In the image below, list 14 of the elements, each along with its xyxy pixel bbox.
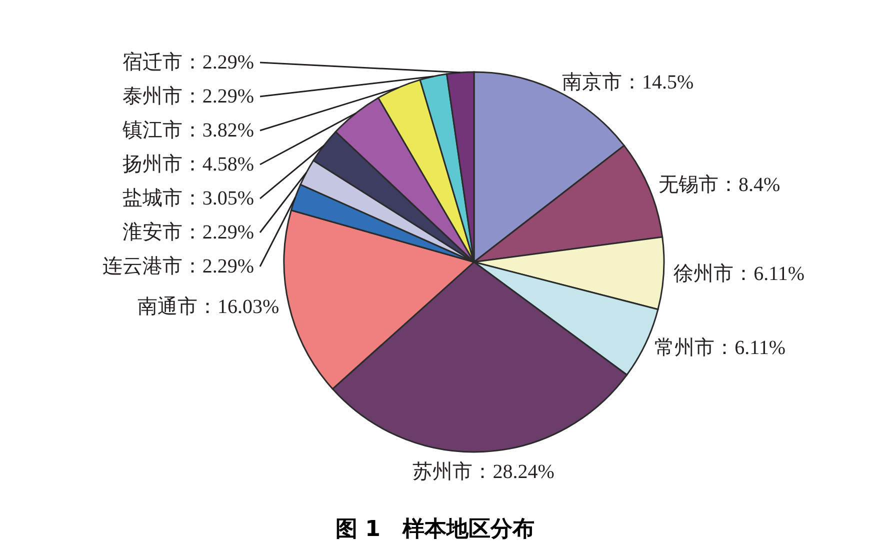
- slice-label: 淮安市：2.29%: [122, 222, 254, 244]
- slice-label: 苏州市：28.24%: [412, 460, 554, 483]
- text: 图 1 样本地区分布: [336, 517, 534, 542]
- slice-label: 南通市：16.03%: [137, 296, 280, 318]
- slice-label: 宿迁市：2.29%: [122, 50, 254, 74]
- slice-label: 南京市：14.5%: [562, 71, 694, 94]
- slice-label: 扬州市：4.58%: [122, 154, 254, 176]
- slice-label: 徐州市：6.11%: [674, 262, 805, 285]
- slice-label: 泰州市：2.29%: [122, 86, 254, 108]
- slice-label: 常州市：6.11%: [654, 336, 786, 359]
- slice-label: 无锡市：8.4%: [658, 174, 780, 196]
- slice-label: 盐城市：3.05%: [122, 188, 254, 210]
- slice-label: 镇江市：3.82%: [121, 120, 254, 142]
- slice-label: 连云港市：2.29%: [102, 256, 254, 278]
